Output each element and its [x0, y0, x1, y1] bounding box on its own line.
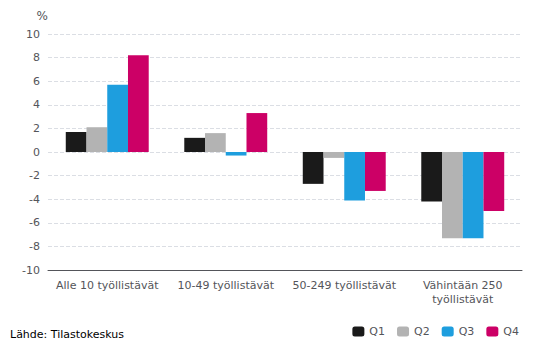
- svg-text:-8: -8: [29, 240, 40, 253]
- svg-text:6: 6: [33, 75, 40, 88]
- svg-text:50-249 työllistävät: 50-249 työllistävät: [292, 279, 396, 292]
- svg-text:Alle 10 työllistävät: Alle 10 työllistävät: [56, 279, 159, 292]
- svg-text:Vähintään 250: Vähintään 250: [423, 279, 503, 292]
- svg-text:työllistävät: työllistävät: [432, 293, 494, 306]
- svg-text:-10: -10: [22, 264, 40, 277]
- svg-text:Q2: Q2: [414, 325, 430, 338]
- svg-text:0: 0: [33, 146, 40, 159]
- svg-text:8: 8: [33, 51, 40, 64]
- svg-text:Q1: Q1: [369, 325, 385, 338]
- svg-text:10: 10: [26, 28, 40, 41]
- svg-text:2: 2: [33, 122, 40, 135]
- svg-text:4: 4: [33, 98, 40, 111]
- svg-text:%: %: [37, 9, 48, 23]
- svg-text:Lähde: Tilastokeskus: Lähde: Tilastokeskus: [10, 328, 124, 341]
- svg-text:-6: -6: [29, 216, 40, 229]
- svg-text:10-49 työllistävät: 10-49 työllistävät: [177, 279, 274, 292]
- svg-text:-2: -2: [29, 169, 40, 182]
- svg-text:Q4: Q4: [503, 325, 519, 338]
- svg-text:-4: -4: [29, 193, 40, 206]
- svg-text:Q3: Q3: [459, 325, 475, 338]
